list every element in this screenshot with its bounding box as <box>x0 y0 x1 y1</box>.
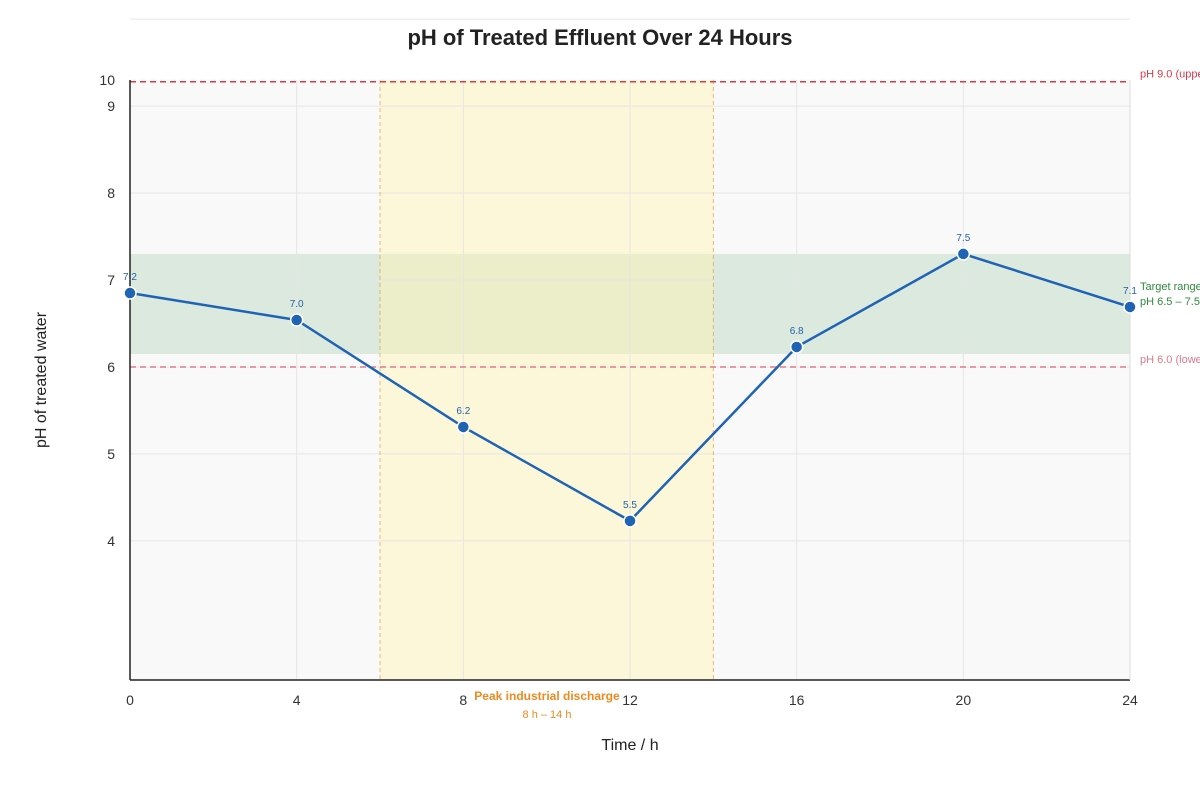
data-label: 7.0 <box>290 299 304 310</box>
y-tick-labels: 4 5 6 7 8 9 10 <box>99 72 115 549</box>
data-point <box>956 247 971 261</box>
y-tick-label: 5 <box>107 446 115 462</box>
data-label: 7.1 <box>1123 286 1137 297</box>
reference-lines: pH 9.0 (uppe pH 6.0 (lowe <box>130 69 1200 368</box>
data-label: 5.5 <box>623 500 637 511</box>
data-point <box>1123 300 1137 314</box>
x-tick-label: 24 <box>1122 692 1138 708</box>
x-tick-label: 8 <box>459 692 467 708</box>
y-axis-label: pH of treated water <box>33 311 50 448</box>
chart-title: pH of Treated Effluent Over 24 Hours <box>407 25 792 50</box>
x-tick-label: 20 <box>956 692 972 708</box>
ph-data-points <box>123 247 1137 528</box>
ph-data-labels: 7.2 7.0 6.2 5.5 6.8 7.5 7.1 <box>123 233 1137 511</box>
y-tick-label: 10 <box>99 72 115 88</box>
data-label: 7.5 <box>956 233 970 244</box>
x-tick-label: 16 <box>789 692 805 708</box>
data-point <box>289 313 304 327</box>
data-label: 6.2 <box>456 406 470 417</box>
x-axis-label: Time / h <box>601 737 658 754</box>
y-tick-label: 4 <box>107 533 115 549</box>
peak-discharge-band <box>380 80 714 680</box>
data-point <box>456 420 471 434</box>
data-label: 6.8 <box>790 326 804 337</box>
target-range-value: pH 6.5 – 7.5 <box>1140 296 1200 308</box>
y-tick-label: 9 <box>107 98 115 114</box>
peak-discharge-sublabel: 8 h – 14 h <box>523 709 572 721</box>
data-point <box>789 340 804 354</box>
x-tick-labels: 0 4 8 12 16 20 24 <box>126 692 1138 708</box>
reference-line-label: pH 9.0 (uppe <box>1140 69 1200 81</box>
peak-discharge-label: Peak industrial discharge <box>474 689 620 703</box>
y-tick-label: 6 <box>107 359 115 375</box>
y-tick-label: 7 <box>107 272 115 288</box>
y-tick-label: 8 <box>107 185 115 201</box>
x-tick-label: 4 <box>293 692 301 708</box>
reference-line-label: pH 6.0 (lowe <box>1140 354 1200 366</box>
x-tick-label: 12 <box>622 692 638 708</box>
x-tick-label: 0 <box>126 692 134 708</box>
target-range-label: Target range <box>1140 281 1200 293</box>
data-label: 7.2 <box>123 272 137 283</box>
data-point <box>123 286 137 300</box>
data-point <box>623 514 637 528</box>
